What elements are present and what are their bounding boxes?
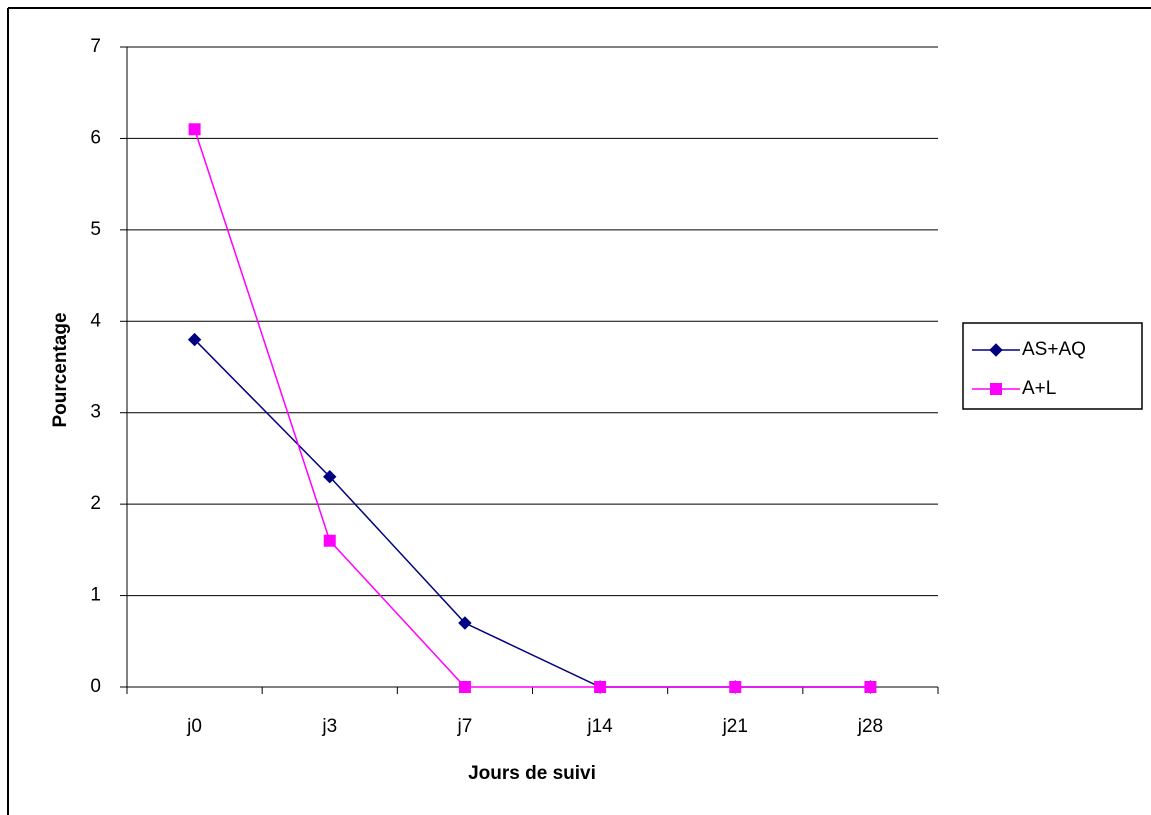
series-line — [193, 129, 871, 688]
y-tick-label: 4 — [90, 310, 101, 331]
x-tick-label: j21 — [722, 716, 748, 737]
data-point — [594, 681, 607, 693]
legend-label: AS+AQ — [1022, 339, 1086, 360]
y-tick-label: 5 — [90, 219, 101, 240]
data-point — [323, 534, 336, 547]
x-tick-label: j7 — [457, 716, 473, 737]
x-tick-label: j14 — [586, 716, 613, 737]
legend-label: A+L — [1022, 378, 1056, 399]
legend-box — [962, 322, 1143, 410]
x-tick-label: j28 — [857, 716, 883, 737]
x-axis-title: Jours de suivi — [468, 763, 596, 784]
y-tick-label: 6 — [90, 127, 101, 148]
x-tick-label: j3 — [321, 716, 337, 737]
data-point — [188, 123, 201, 136]
y-tick-label: 7 — [90, 36, 101, 57]
legend-marker — [989, 343, 1003, 357]
data-point — [729, 681, 742, 693]
legend-marker — [990, 383, 1002, 395]
series-line — [194, 339, 871, 688]
y-axis-title: Pourcentage — [50, 312, 71, 427]
data-point — [864, 681, 877, 693]
y-tick-label: 1 — [90, 585, 101, 606]
y-tick-label: 2 — [90, 493, 101, 514]
data-point — [458, 616, 472, 630]
x-tick-label: j0 — [186, 716, 202, 737]
data-point — [458, 681, 471, 693]
data-point — [323, 470, 337, 484]
data-point — [187, 332, 202, 347]
y-tick-label: 0 — [90, 676, 101, 697]
y-tick-label: 3 — [90, 402, 101, 423]
